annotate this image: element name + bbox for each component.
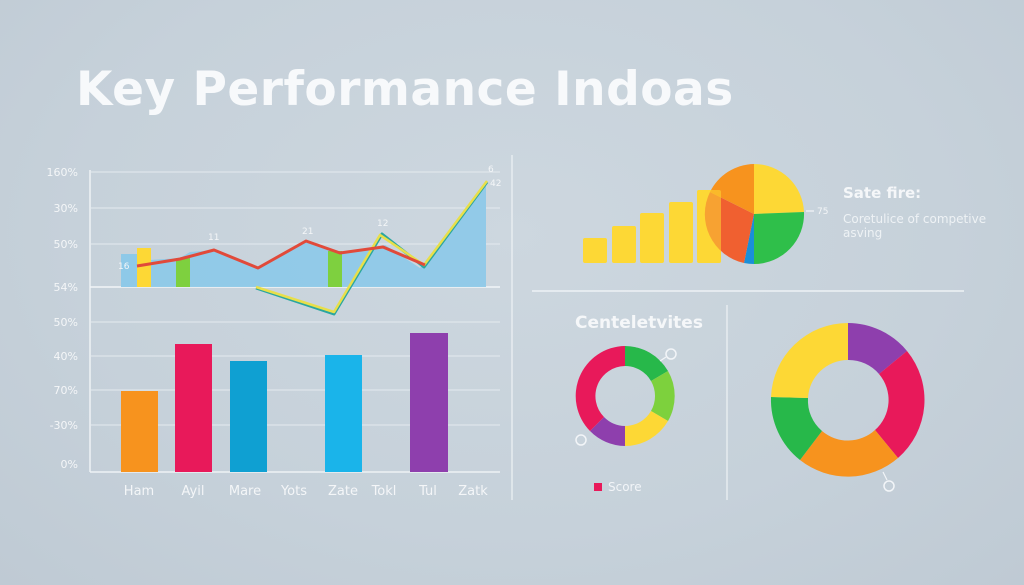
side-panel-title: Sate fire:	[843, 184, 922, 202]
svg-text:Ayil: Ayil	[182, 484, 205, 499]
marker-icon	[665, 348, 677, 360]
point-label: 12	[377, 219, 388, 229]
ytick: 0%	[61, 458, 78, 471]
point-label: 11	[208, 233, 219, 243]
bar-ham	[121, 391, 158, 472]
point-label: 16	[118, 262, 130, 272]
marker-icon	[575, 434, 587, 446]
donut-legend: Score	[594, 480, 642, 494]
bar-categories: Ham Ayil Mare Yots Zate Tokl Tul Zatk	[124, 484, 488, 499]
pie-annotation: 75	[817, 207, 828, 217]
point-label: 42	[490, 179, 501, 189]
donut-title: Centeletvites	[575, 313, 703, 333]
ytick: 40%	[54, 350, 78, 363]
green-mini-bar	[176, 258, 190, 287]
page-title: Key Performance Indoas	[76, 62, 734, 117]
bar-zate	[325, 355, 362, 472]
blue-area	[121, 185, 486, 287]
bar-ayil	[175, 344, 212, 472]
bar-tul	[410, 333, 448, 472]
overlap-bar	[697, 190, 721, 263]
bar-chart-yticks: 50% 40% 70% -30% 0%	[50, 316, 78, 471]
point-label: 21	[302, 227, 313, 237]
ytick: 50%	[54, 238, 78, 251]
ytick: -30%	[50, 419, 78, 432]
ytick: 70%	[54, 384, 78, 397]
svg-text:Yots: Yots	[280, 484, 307, 499]
svg-text:Ham: Ham	[124, 484, 154, 499]
marker-icon	[883, 480, 895, 492]
legend-swatch-icon	[594, 483, 602, 491]
ytick: 30%	[54, 202, 78, 215]
ytick: 160%	[47, 166, 78, 179]
large-donut	[770, 322, 925, 477]
yellow-mini-bar	[137, 248, 151, 287]
bar-mare	[230, 361, 267, 472]
svg-text:Mare: Mare	[229, 484, 261, 499]
ytick: 54%	[54, 281, 78, 294]
green-mini-bar	[328, 251, 342, 287]
ytick: 50%	[54, 316, 78, 329]
svg-text:Tokl: Tokl	[371, 484, 397, 499]
point-label: 6	[488, 165, 494, 175]
red-line	[136, 239, 426, 270]
line-chart-yticks: 160% 30% 50% 54%	[47, 166, 78, 294]
svg-text:Tul: Tul	[418, 484, 437, 499]
svg-text:Zate: Zate	[328, 484, 358, 499]
area-bar	[121, 254, 137, 287]
legend-label: Score	[608, 480, 642, 494]
small-donut	[575, 346, 675, 446]
side-panel-description: Coretulice of competive asving	[843, 212, 987, 240]
svg-text:Zatk: Zatk	[458, 484, 488, 499]
